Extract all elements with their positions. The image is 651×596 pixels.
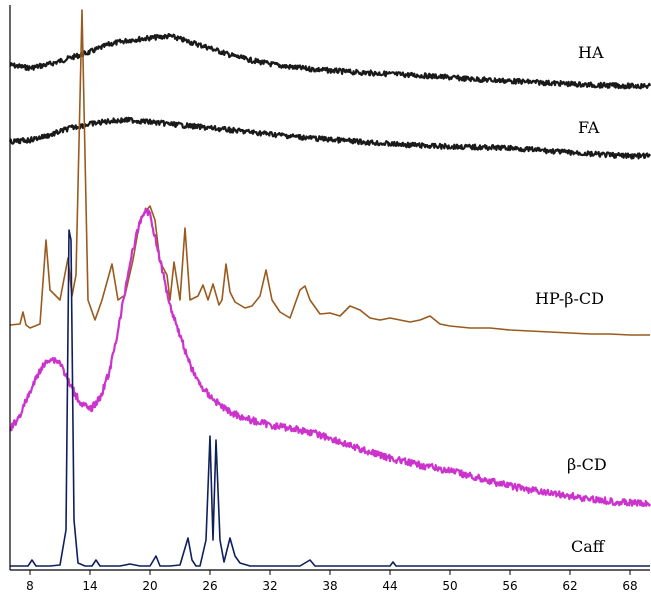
x-tick-label: 32: [262, 579, 277, 593]
series-line-hp-cd: [9, 9, 650, 336]
series-label-caff: Caff: [571, 537, 606, 556]
series-label-fa: FA: [578, 118, 600, 137]
series-line-caff: [10, 229, 650, 567]
x-tick-label: 62: [562, 579, 577, 593]
x-tick-label: 50: [442, 579, 457, 593]
x-tick-label: 56: [502, 579, 517, 593]
series-line-fa: [8, 116, 651, 160]
x-tick-label: 38: [322, 579, 337, 593]
x-tick-label: 20: [142, 579, 157, 593]
series-layer: [8, 9, 651, 567]
series-line-ha: [9, 33, 651, 90]
x-tick-label: 68: [622, 579, 637, 593]
x-tick-label: 14: [82, 579, 97, 593]
x-tick-label: 26: [202, 579, 217, 593]
x-tick-label: 44: [382, 579, 397, 593]
series-label-hp-beta-cd: HP-β-CD: [535, 289, 604, 308]
series-label-ha: HA: [578, 43, 604, 62]
series-line--cd: [9, 207, 651, 507]
x-tick-label: 8: [26, 579, 34, 593]
series-label-beta-cd: β-CD: [567, 455, 607, 474]
x-tick-layer: 8 14 20 26 32 38 44 50 56 62 68: [26, 570, 638, 593]
